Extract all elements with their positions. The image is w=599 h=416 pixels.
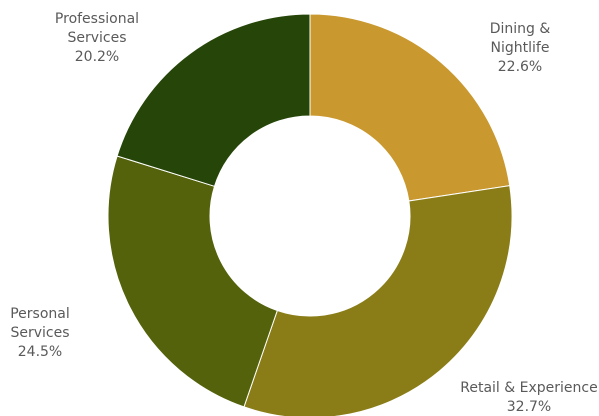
slice-name-line: Professional <box>55 11 139 27</box>
slice-name-line: Personal <box>10 306 70 322</box>
slice-value-label: 20.2% <box>75 49 119 65</box>
slice-name-line: Retail & Experience <box>460 380 597 396</box>
slice-name-line: Services <box>10 325 69 341</box>
labels-group: Dining & Nightlife 22.6% Retail & Experienc… <box>10 11 597 415</box>
slice-name-line: Nightlife <box>491 40 550 56</box>
slice-name-line: Services <box>67 30 126 46</box>
slice-label-professional-services: Professional Services 20.2% <box>55 11 139 65</box>
slice-professional-services <box>116 13 311 187</box>
slice-name-line: Dining & <box>490 21 551 37</box>
slice-label-dining-and-nightlife: Dining & Nightlife 22.6% <box>490 21 551 75</box>
slice-label-personal-services: Personal Services 24.5% <box>10 306 70 360</box>
slice-value-label: 22.6% <box>498 59 542 75</box>
slice-value-label: 24.5% <box>18 344 62 360</box>
slice-personal-services <box>107 155 278 408</box>
slice-label-retail-and-experience: Retail & Experience 32.7% <box>460 380 597 415</box>
slice-retail-and-experience <box>243 185 513 416</box>
slices-group <box>107 13 513 416</box>
slice-value-label: 32.7% <box>507 399 551 415</box>
slice-dining-and-nightlife <box>309 13 511 202</box>
